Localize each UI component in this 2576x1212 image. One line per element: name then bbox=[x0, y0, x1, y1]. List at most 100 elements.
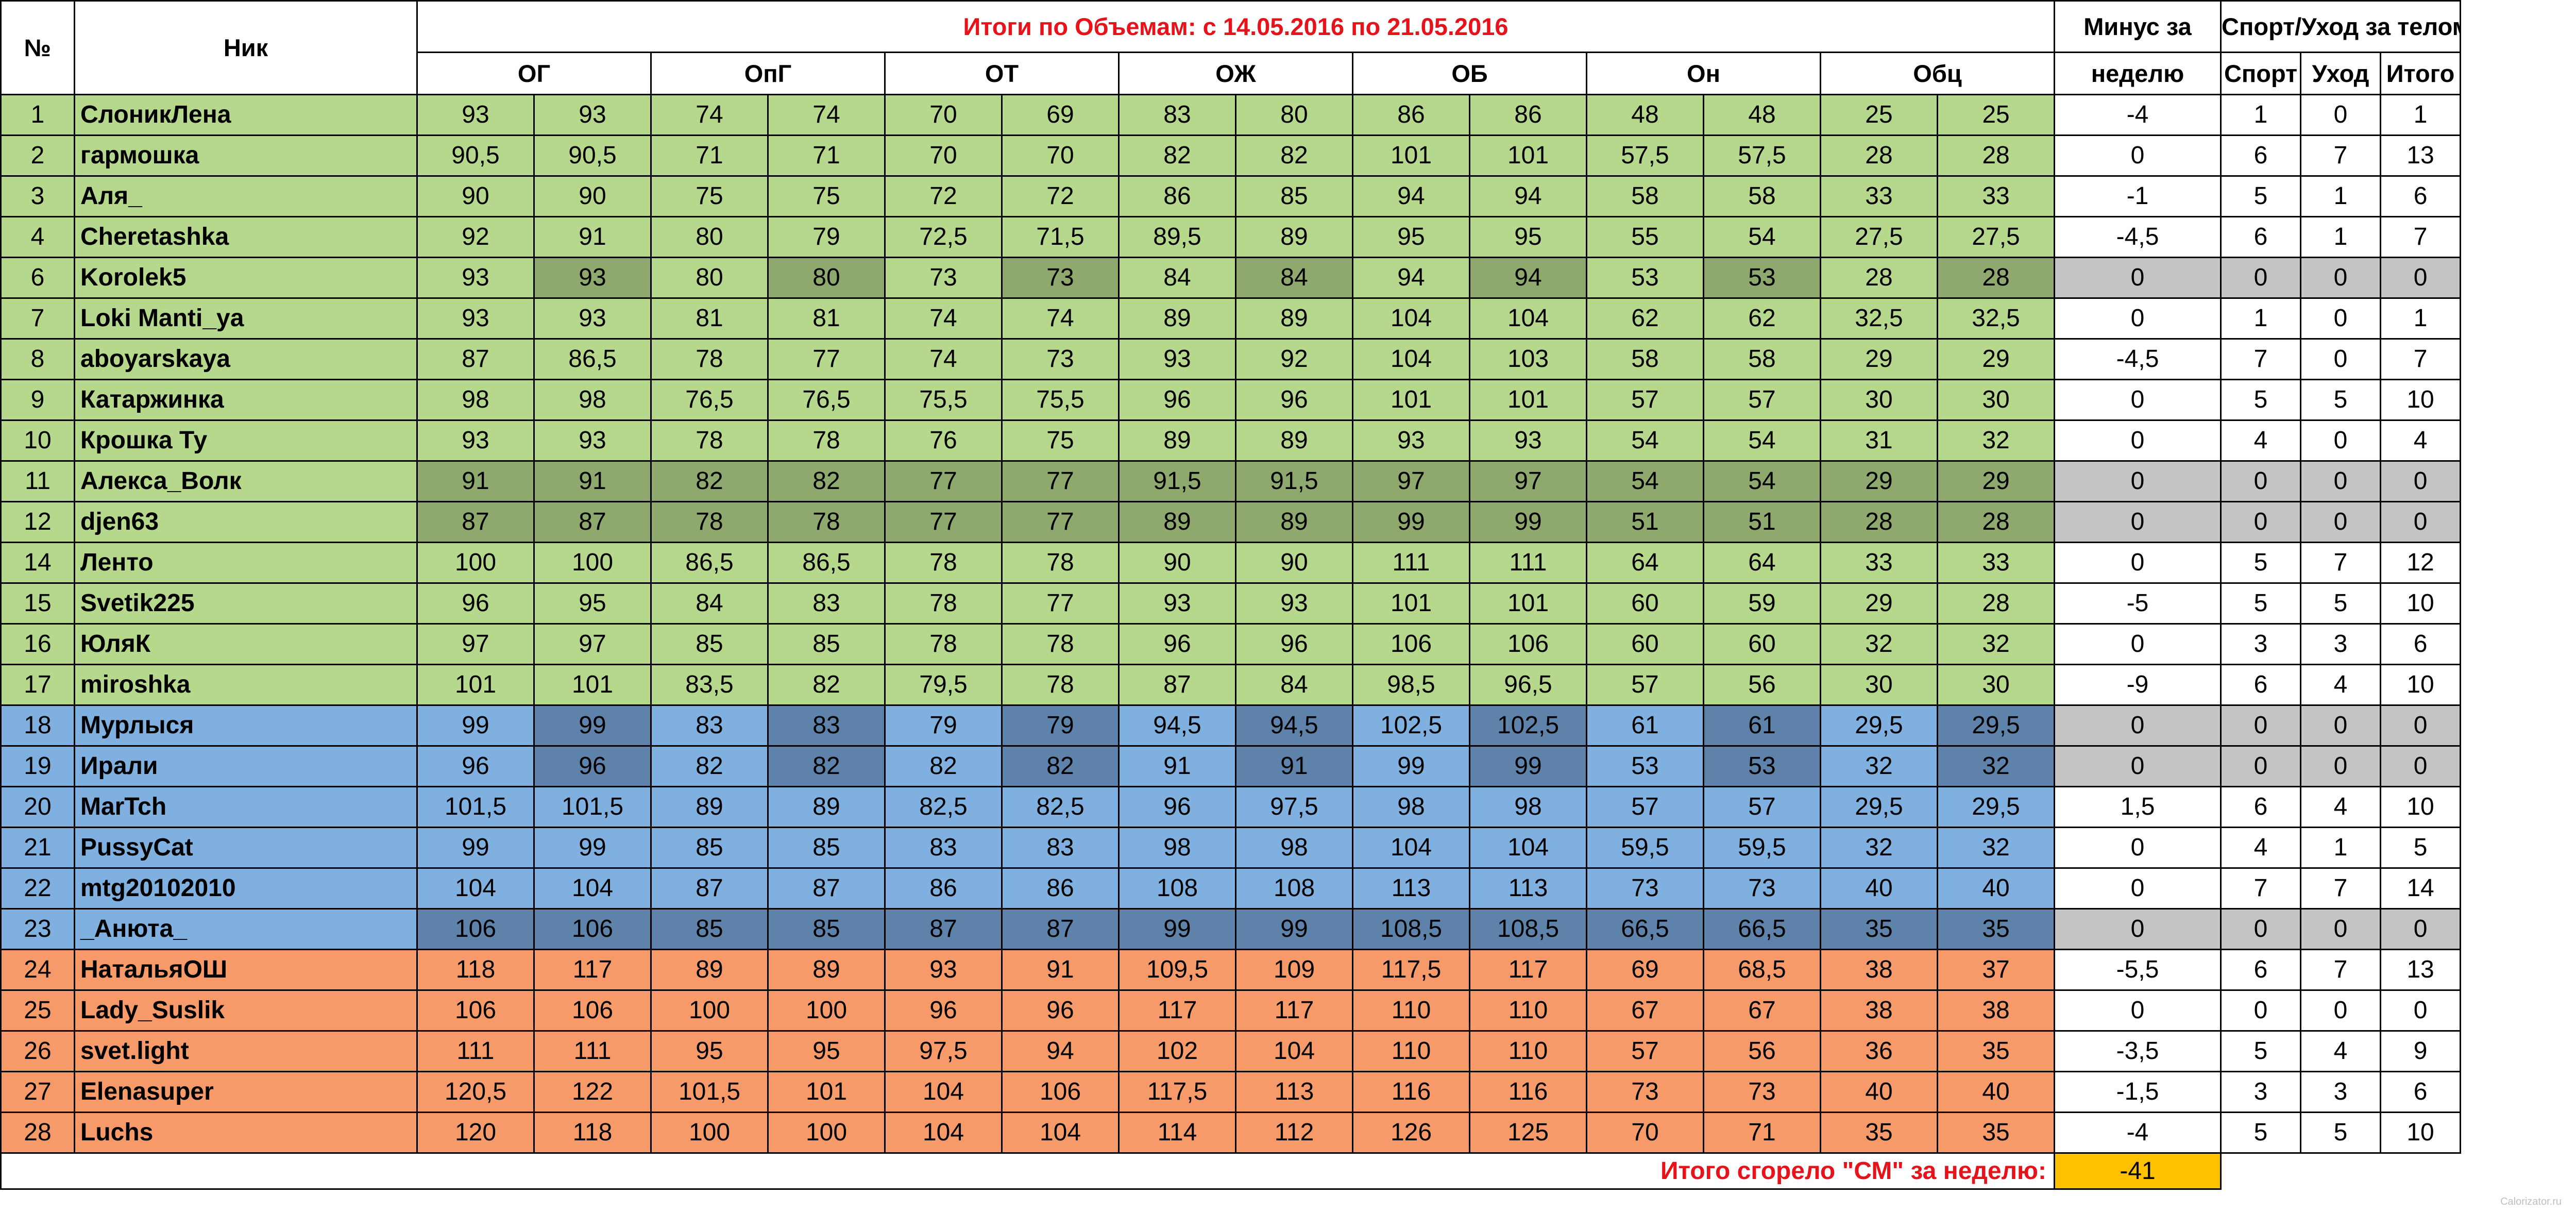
participant-row: 17 miroshka 101 101 83,5 82 79,5 78 87 84 98,5 96,5… bbox=[0, 664, 2462, 706]
sport-total: 4 bbox=[2380, 419, 2462, 462]
measure-start-value: 90,5 bbox=[416, 134, 535, 177]
measure-start-value: 89,5 bbox=[1118, 216, 1236, 258]
measure-start-value: 73 bbox=[884, 257, 1003, 299]
measure-start-value: 96 bbox=[1118, 623, 1236, 665]
measure-start-value: 91 bbox=[1118, 745, 1236, 787]
measure-end-value: 81 bbox=[767, 297, 886, 340]
weekly-minus: -1,5 bbox=[2054, 1071, 2222, 1113]
measure-end-value: 60 bbox=[1703, 623, 1821, 665]
participant-row: 15 Svetik225 96 95 84 83 78 77 93 93 101 101 60 59 29 2… bbox=[0, 582, 2462, 625]
row-number: 25 bbox=[0, 989, 75, 1032]
measure-start-value: 120,5 bbox=[416, 1071, 535, 1113]
footer-total: -41 bbox=[2054, 1152, 2222, 1190]
measure-end-value: 73 bbox=[1703, 1071, 1821, 1113]
measure-start-value: 95 bbox=[650, 1030, 769, 1072]
measure-end-value: 104 bbox=[1001, 1112, 1120, 1154]
nickname: Крошка Ту bbox=[74, 419, 418, 462]
care-value: 7 bbox=[2300, 542, 2382, 584]
measure-start-value: 93 bbox=[416, 419, 535, 462]
measure-end-value: 100 bbox=[533, 542, 652, 584]
measure-end-value: 117 bbox=[533, 949, 652, 991]
row-number: 9 bbox=[0, 379, 75, 421]
measure-end-value: 57 bbox=[1703, 786, 1821, 828]
participant-row: 24 НатальяОШ 118 117 89 89 93 91 109,5 109 117,5 11… bbox=[0, 949, 2462, 991]
measure-end-value: 101 bbox=[1469, 379, 1587, 421]
measure-end-value: 75 bbox=[1001, 419, 1120, 462]
measure-end-value: 78 bbox=[767, 501, 886, 543]
sport-subheader: Спорт bbox=[2220, 52, 2302, 95]
measure-start-value: 79,5 bbox=[884, 664, 1003, 706]
measure-end-value: 87 bbox=[767, 867, 886, 910]
measure-start-value: 94,5 bbox=[1118, 704, 1236, 747]
minus-header-line1: Минус за bbox=[2054, 0, 2222, 53]
measure-start-value: 74 bbox=[650, 94, 769, 136]
row-number: 8 bbox=[0, 338, 75, 380]
measure-end-value: 85 bbox=[767, 827, 886, 869]
sport-total: 10 bbox=[2380, 582, 2462, 625]
measure-end-value: 30 bbox=[1936, 379, 2056, 421]
row-number: 15 bbox=[0, 582, 75, 625]
weekly-minus: 0 bbox=[2054, 460, 2222, 502]
measure-end-value: 83 bbox=[767, 704, 886, 747]
row-number: 22 bbox=[0, 867, 75, 910]
sport-total: 6 bbox=[2380, 623, 2462, 665]
measure-start-value: 82 bbox=[650, 745, 769, 787]
measure-start-value: 69 bbox=[1586, 949, 1704, 991]
sport-value: 6 bbox=[2220, 949, 2302, 991]
measure-end-value: 84 bbox=[1235, 664, 1353, 706]
sport-value: 0 bbox=[2220, 501, 2302, 543]
measure-header: ОТ bbox=[884, 52, 1120, 95]
measure-end-value: 96 bbox=[1001, 989, 1120, 1032]
measure-header: Обц bbox=[1819, 52, 2056, 95]
row-number: 10 bbox=[0, 419, 75, 462]
row-number: 19 bbox=[0, 745, 75, 787]
measure-start-value: 78 bbox=[884, 623, 1003, 665]
measure-start-value: 33 bbox=[1820, 175, 1938, 217]
care-value: 0 bbox=[2300, 297, 2382, 340]
measure-start-value: 118 bbox=[416, 949, 535, 991]
care-value: 0 bbox=[2300, 745, 2382, 787]
measure-start-value: 86,5 bbox=[650, 542, 769, 584]
measure-start-value: 75 bbox=[650, 175, 769, 217]
watermark: Calorizator.ru bbox=[2500, 1196, 2562, 1207]
measure-start-value: 117 bbox=[1118, 989, 1236, 1032]
measure-end-value: 80 bbox=[1235, 94, 1353, 136]
measure-start-value: 104 bbox=[1352, 297, 1470, 340]
row-number: 27 bbox=[0, 1071, 75, 1113]
measure-end-value: 103 bbox=[1469, 338, 1587, 380]
measure-start-value: 74 bbox=[884, 338, 1003, 380]
measure-start-value: 116 bbox=[1352, 1071, 1470, 1113]
measure-end-value: 57 bbox=[1703, 379, 1821, 421]
nickname: Ирали bbox=[74, 745, 418, 787]
row-number: 3 bbox=[0, 175, 75, 217]
nickname: miroshka bbox=[74, 664, 418, 706]
weekly-minus: 0 bbox=[2054, 867, 2222, 910]
measure-end-value: 82 bbox=[1235, 134, 1353, 177]
nickname: _Анюта_ bbox=[74, 908, 418, 950]
measure-start-value: 104 bbox=[884, 1071, 1003, 1113]
measure-start-value: 32 bbox=[1820, 745, 1938, 787]
measure-end-value: 99 bbox=[1469, 745, 1587, 787]
measure-start-value: 85 bbox=[650, 908, 769, 950]
measure-start-value: 83 bbox=[1118, 94, 1236, 136]
row-number: 6 bbox=[0, 257, 75, 299]
measure-end-value: 73 bbox=[1001, 338, 1120, 380]
measure-end-value: 28 bbox=[1936, 501, 2056, 543]
measure-start-value: 40 bbox=[1820, 867, 1938, 910]
weekly-minus: -3,5 bbox=[2054, 1030, 2222, 1072]
measure-end-value: 110 bbox=[1469, 989, 1587, 1032]
measure-start-value: 102,5 bbox=[1352, 704, 1470, 747]
sport-total: 0 bbox=[2380, 460, 2462, 502]
row-number: 7 bbox=[0, 297, 75, 340]
nickname: Elenasuper bbox=[74, 1071, 418, 1113]
measure-end-value: 72 bbox=[1001, 175, 1120, 217]
measure-end-value: 59,5 bbox=[1703, 827, 1821, 869]
measure-start-value: 111 bbox=[1352, 542, 1470, 584]
sport-value: 3 bbox=[2220, 623, 2302, 665]
participant-row: 21 PussyCat 99 99 85 85 83 83 98 98 104 104 59,5 59,5… bbox=[0, 827, 2462, 869]
measure-start-value: 96 bbox=[416, 745, 535, 787]
measure-start-value: 101 bbox=[1352, 379, 1470, 421]
measure-start-value: 93 bbox=[1352, 419, 1470, 462]
measure-end-value: 101 bbox=[767, 1071, 886, 1113]
measure-end-value: 82 bbox=[767, 664, 886, 706]
